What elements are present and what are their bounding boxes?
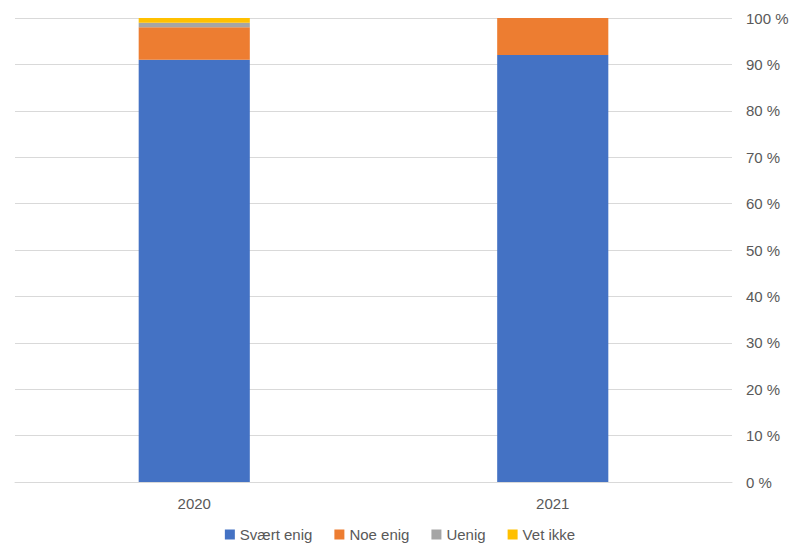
svg-text:30 %: 30 %	[746, 334, 780, 351]
svg-text:100 %: 100 %	[746, 10, 789, 27]
svg-text:50 %: 50 %	[746, 242, 780, 259]
svg-text:20 %: 20 %	[746, 381, 780, 398]
svg-text:0 %: 0 %	[746, 474, 772, 491]
svg-text:90 %: 90 %	[746, 56, 780, 73]
svg-text:2021: 2021	[536, 495, 569, 512]
svg-text:Svært enig: Svært enig	[240, 526, 313, 543]
svg-text:40 %: 40 %	[746, 288, 780, 305]
svg-text:Uenig: Uenig	[446, 526, 485, 543]
svg-text:2020: 2020	[178, 495, 211, 512]
svg-text:70 %: 70 %	[746, 149, 780, 166]
svg-text:60 %: 60 %	[746, 195, 780, 212]
svg-text:10 %: 10 %	[746, 427, 780, 444]
svg-text:Vet ikke: Vet ikke	[523, 526, 576, 543]
svg-text:Noe enig: Noe enig	[349, 526, 409, 543]
svg-text:80 %: 80 %	[746, 102, 780, 119]
